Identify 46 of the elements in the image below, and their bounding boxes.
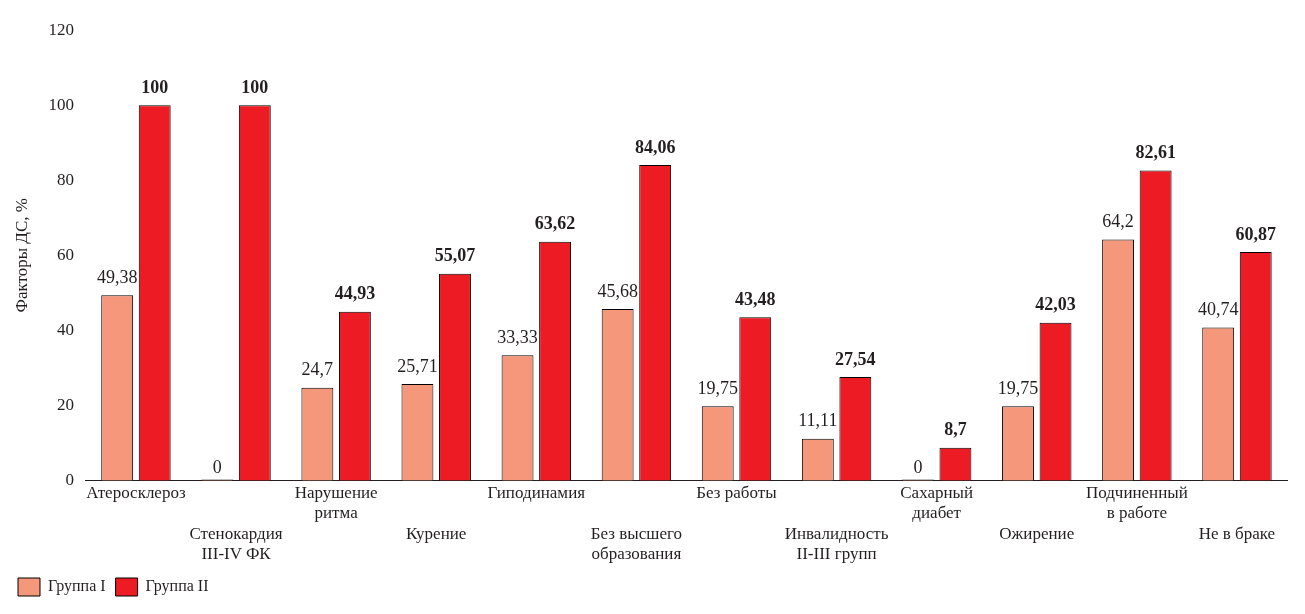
data-label: 63,62 — [534, 213, 576, 234]
data-label: 19,75 — [997, 378, 1039, 399]
data-label: 25,71 — [397, 355, 438, 376]
y-tick-label: 100 — [48, 94, 74, 114]
x-tick-label: Без высшего образования — [590, 523, 682, 564]
data-label: 27,54 — [835, 348, 876, 369]
y-tick-label: 80 — [56, 169, 74, 189]
y-tick-label: 20 — [56, 394, 74, 414]
x-tick-label: Сахарный диабет — [900, 483, 974, 523]
y-tick-label: 0 — [65, 469, 74, 489]
data-label: 44,93 — [334, 283, 376, 304]
data-label: 49,38 — [96, 266, 138, 287]
data-label: 100 — [141, 76, 169, 97]
x-tick-label: Не в браке — [1198, 523, 1276, 543]
data-label: 60,87 — [1235, 223, 1276, 244]
data-label: 84,06 — [634, 136, 676, 157]
data-label: 64,2 — [1102, 211, 1134, 232]
x-tick-label: Подчиненный в работе — [1085, 483, 1188, 523]
y-tick-label: 60 — [56, 244, 74, 264]
data-label: 33,33 — [497, 327, 538, 348]
data-label: 40,74 — [1197, 299, 1239, 320]
data-label: 43,48 — [735, 288, 776, 309]
x-tick-label: Стенокардия III-IV ФК — [189, 523, 283, 564]
x-tick-label: Атеросклероз — [86, 483, 186, 503]
y-axis-title: Факторы ДС, % — [11, 198, 31, 313]
data-label: 19,75 — [697, 378, 738, 399]
data-label: 45,68 — [597, 280, 638, 301]
legend-label: Группа II — [145, 577, 209, 596]
data-label: 82,61 — [1135, 142, 1176, 163]
data-label: 11,11 — [798, 410, 838, 431]
x-tick-label: Курение — [406, 523, 467, 543]
y-tick-label: 40 — [56, 319, 74, 339]
data-label: 0 — [913, 457, 923, 478]
data-label: 0 — [212, 457, 222, 478]
y-tick-label: 120 — [48, 19, 74, 39]
x-tick-label: Ожирение — [999, 523, 1075, 543]
data-label: 24,7 — [301, 359, 334, 380]
x-tick-label: Без работы — [696, 483, 778, 503]
legend-label: Группа I — [48, 577, 106, 596]
x-tick-label: Инвалидность II-III групп — [784, 523, 889, 564]
x-tick-label: Гиподинамия — [487, 483, 586, 503]
data-label: 55,07 — [434, 245, 476, 266]
data-label: 8,7 — [944, 419, 967, 440]
data-label: 100 — [241, 76, 269, 97]
x-tick-label: Нарушение ритма — [294, 483, 378, 523]
data-label: 42,03 — [1035, 294, 1076, 315]
